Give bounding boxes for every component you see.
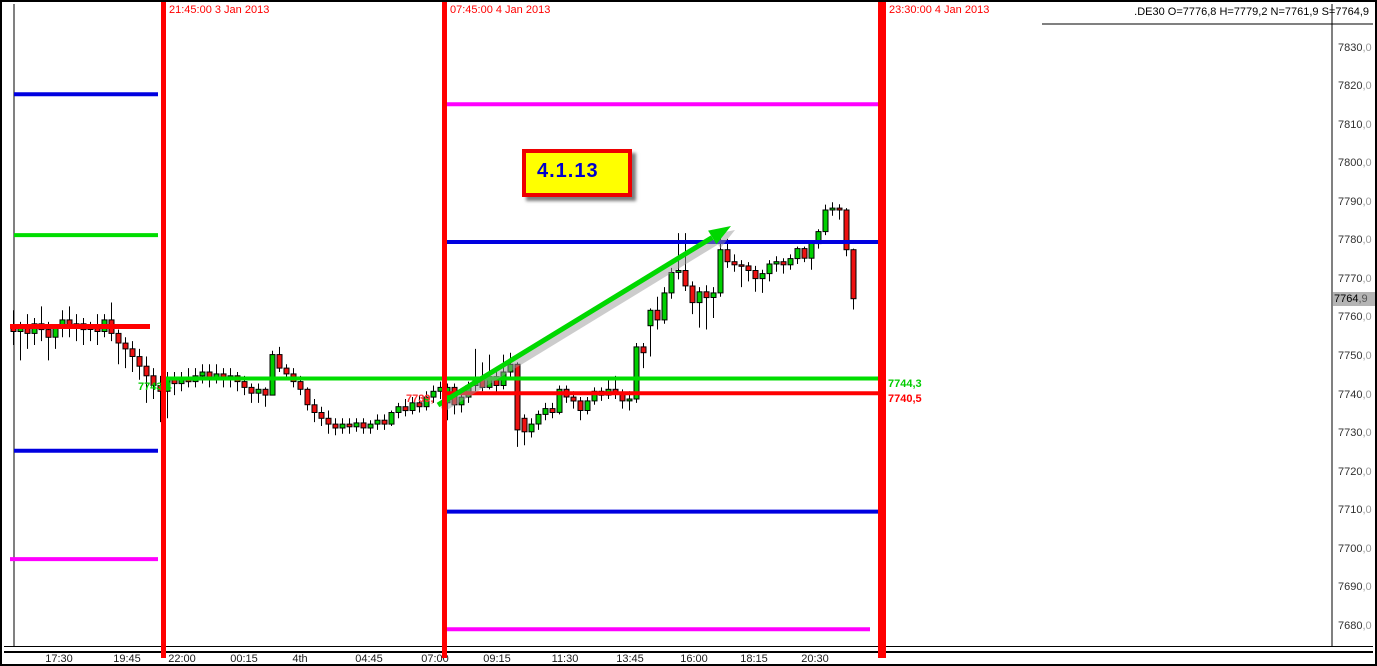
price-tick-label: 7720,0 xyxy=(1338,466,1372,478)
price-tick-label: 7790,0 xyxy=(1338,196,1372,208)
price-tick-label: 7700,0 xyxy=(1338,543,1372,555)
time-tick-label: 4th xyxy=(292,653,308,665)
time-tick-label: 22:00 xyxy=(168,653,196,665)
time-tick-label: 19:45 xyxy=(113,653,141,665)
instrument-info: .DE30 O=7776,8 H=7779,2 N=7761,9 S=7764,… xyxy=(1134,6,1369,18)
time-tick-label: 04:45 xyxy=(355,653,383,665)
annotation-box[interactable]: 4.1.13 xyxy=(522,149,632,197)
price-tick-label: 7800,0 xyxy=(1338,157,1372,169)
session-marker-label: 21:45:00 3 Jan 2013 xyxy=(169,4,270,16)
time-tick-label: 11:30 xyxy=(551,653,579,665)
session-marker-label: 23:30:00 4 Jan 2013 xyxy=(889,4,990,16)
time-tick-label: 20:30 xyxy=(801,653,829,665)
price-tick-label: 7680,0 xyxy=(1338,620,1372,632)
line-label-red-start: 7739, xyxy=(406,393,434,405)
line-label-red-end: 7740,5 xyxy=(888,393,922,405)
price-tick-label: 7710,0 xyxy=(1338,504,1372,516)
price-tick-label: 7730,0 xyxy=(1338,427,1372,439)
annotation-text: 4.1.13 xyxy=(537,160,599,182)
line-label-green-end: 7744,3 xyxy=(888,378,922,390)
time-tick-label: 13:45 xyxy=(616,653,644,665)
time-tick-label: 18:15 xyxy=(740,653,768,665)
time-tick-label: 00:15 xyxy=(230,653,258,665)
session-marker-label: 07:45:00 4 Jan 2013 xyxy=(450,4,551,16)
session-vline[interactable] xyxy=(161,2,166,658)
session-vline[interactable] xyxy=(442,2,447,658)
price-tick-label: 7780,0 xyxy=(1338,234,1372,246)
line-label-green-start: 7743,4 xyxy=(138,381,172,393)
price-tick-label: 7820,0 xyxy=(1338,80,1372,92)
price-tick-label: 7750,0 xyxy=(1338,350,1372,362)
price-tick-label: 7690,0 xyxy=(1338,581,1372,593)
time-tick-label: 16:00 xyxy=(680,653,708,665)
price-tick-label: 7810,0 xyxy=(1338,119,1372,131)
session-vline[interactable] xyxy=(878,2,886,658)
price-tick-label: 7760,0 xyxy=(1338,311,1372,323)
time-tick-label: 09:15 xyxy=(483,653,511,665)
time-tick-label: 07:00 xyxy=(421,653,449,665)
price-tick-label: 7770,0 xyxy=(1338,273,1372,285)
price-tick-label: 7740,0 xyxy=(1338,389,1372,401)
current-price-tag: 7764,9 xyxy=(1333,292,1375,306)
price-tick-label: 7830,0 xyxy=(1338,42,1372,54)
time-tick-label: 17:30 xyxy=(45,653,73,665)
